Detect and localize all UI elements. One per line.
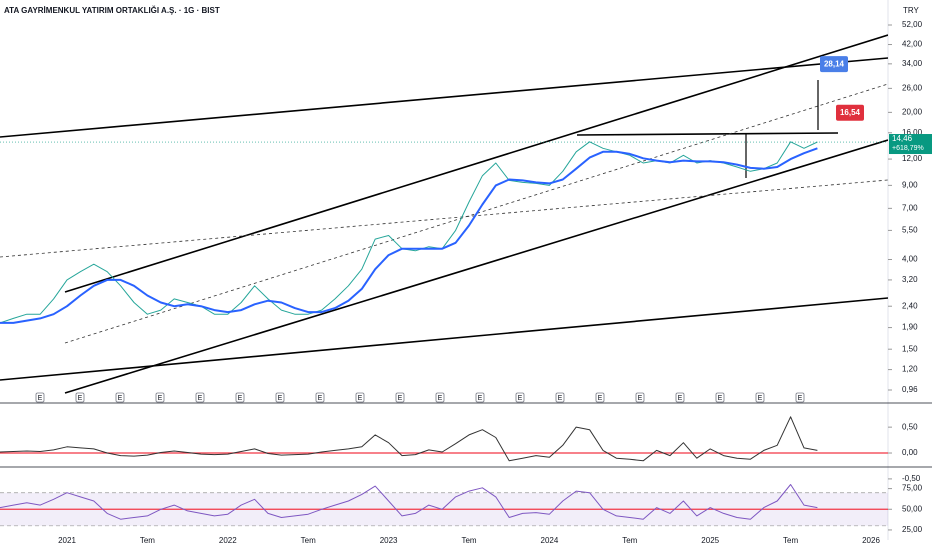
y-tick-label: 1,50 [902, 344, 918, 353]
callout-box [820, 56, 848, 73]
trendline [0, 297, 888, 381]
earnings-label: E [518, 395, 523, 402]
x-tick-label: Tem [783, 536, 798, 545]
y-tick-label: 7,00 [902, 203, 918, 212]
earnings-marker [435, 392, 445, 403]
earnings-label: E [318, 395, 323, 402]
y-tick-label: 34,00 [902, 59, 923, 68]
trendline [576, 132, 839, 136]
earnings-label: E [678, 395, 683, 402]
x-tick-label: Tem [622, 536, 637, 545]
earnings-label: E [358, 395, 363, 402]
currency: TRY [903, 6, 920, 15]
x-tick-label: Tem [301, 536, 316, 545]
drawings [0, 34, 888, 394]
chart-title: ATA GAYRİMENKUL YATIRIM ORTAKLIĞI A.Ş. ·… [4, 6, 220, 15]
plot-area [0, 141, 888, 527]
y-tick-label: 75,00 [902, 484, 923, 493]
earnings-label: E [598, 395, 603, 402]
y-tick-label: 50,00 [902, 504, 923, 513]
earnings-marker [275, 392, 285, 403]
y-tick-label: 12,00 [902, 154, 923, 163]
dashed-line [0, 179, 888, 258]
earnings-label: E [158, 395, 163, 402]
earnings-marker [75, 392, 85, 403]
trendline [0, 57, 888, 138]
x-tick-label: 2022 [219, 536, 237, 545]
y-tick-label: 0,50 [902, 422, 918, 431]
earnings-marker [635, 392, 645, 403]
y-tick-label: 2,40 [902, 301, 918, 310]
earnings-label: E [758, 395, 763, 402]
earnings-label: E [478, 395, 483, 402]
x-tick-label: 2024 [541, 536, 559, 545]
y-tick-label: -0,50 [902, 474, 921, 483]
earnings-marker [395, 392, 405, 403]
earnings-marker [515, 392, 525, 403]
earnings-marker [715, 392, 725, 403]
x-tick-label: 2023 [380, 536, 398, 545]
series-line [0, 141, 818, 324]
earnings-marker [675, 392, 685, 403]
series-line [0, 147, 818, 324]
y-tick-label: 0,96 [902, 385, 918, 394]
change-label: +618,79% [892, 145, 924, 152]
earnings-label: E [38, 395, 43, 402]
earnings-label: E [798, 395, 803, 402]
y-tick-label: 16,00 [902, 128, 923, 137]
earnings-marker [355, 392, 365, 403]
earnings-marker [195, 392, 205, 403]
callout-label: 28,14 [824, 59, 845, 68]
x-tick-label: Tem [461, 536, 476, 545]
earnings-marker [235, 392, 245, 403]
earnings-marker [755, 392, 765, 403]
series-line [0, 416, 818, 462]
earnings-marker [795, 392, 805, 403]
earnings-marker [155, 392, 165, 403]
callout-label: 16,54 [840, 108, 861, 117]
trendline [64, 139, 888, 394]
earnings-label: E [118, 395, 123, 402]
y-tick-label: 42,00 [902, 40, 923, 49]
y-tick-label: 1,20 [902, 365, 918, 374]
y-tick-label: 25,00 [902, 525, 923, 534]
last-price-label: 14,46 [892, 134, 913, 143]
earnings-label: E [78, 395, 83, 402]
earnings-marker [315, 392, 325, 403]
earnings-label: E [718, 395, 723, 402]
y-tick-label: 52,00 [902, 20, 923, 29]
series-line [0, 484, 818, 520]
earnings-marker [475, 392, 485, 403]
callout-box [836, 104, 864, 121]
y-tick-label: 9,00 [902, 180, 918, 189]
y-tick-label: 3,20 [902, 275, 918, 284]
earnings-label: E [398, 395, 403, 402]
x-tick-label: 2025 [701, 536, 719, 545]
y-tick-label: 20,00 [902, 107, 923, 116]
y-tick-label: 0,00 [902, 448, 918, 457]
y-tick-label: 26,00 [902, 83, 923, 92]
earnings-label: E [438, 395, 443, 402]
earnings-marker [555, 392, 565, 403]
earnings-marker [115, 392, 125, 403]
x-tick-label: 2021 [58, 536, 76, 545]
earnings-label: E [558, 395, 563, 402]
earnings-label: E [638, 395, 643, 402]
earnings-label: E [198, 395, 203, 402]
earnings-label: E [238, 395, 243, 402]
y-tick-label: 5,50 [902, 226, 918, 235]
x-tick-label: 2026 [862, 536, 880, 545]
y-tick-label: 4,00 [902, 255, 918, 264]
earnings-label: E [278, 395, 283, 402]
y-tick-label: 1,90 [902, 323, 918, 332]
trendline [64, 34, 888, 293]
earnings-marker [595, 392, 605, 403]
last-price-box [889, 134, 932, 155]
earnings-marker [35, 392, 45, 403]
x-tick-label: Tem [140, 536, 155, 545]
